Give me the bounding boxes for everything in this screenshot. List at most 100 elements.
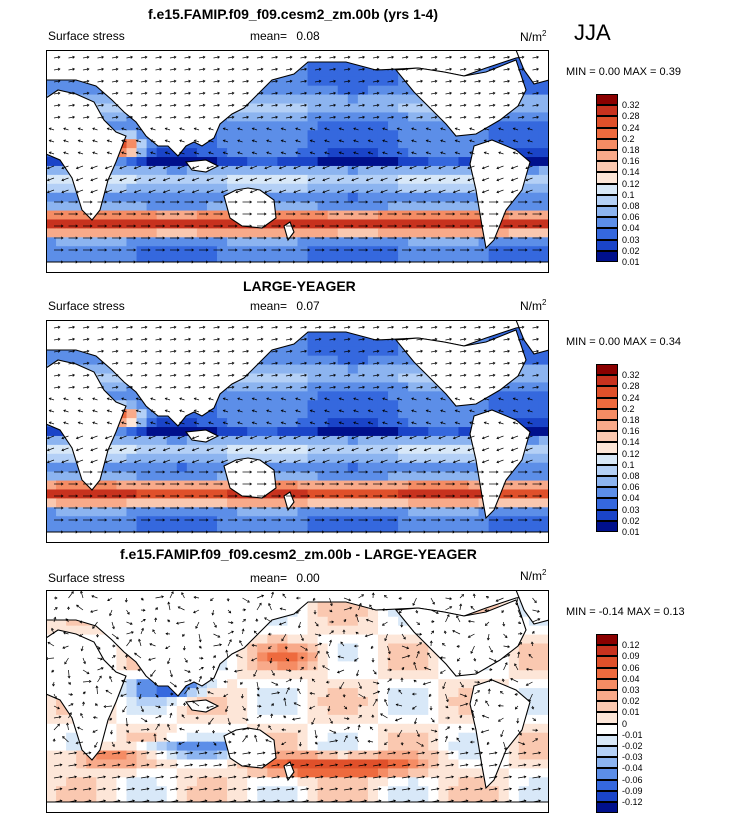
field-cell [398, 139, 409, 149]
wind-arrowhead [176, 494, 180, 498]
wind-vector [372, 80, 379, 83]
field-cell [257, 228, 268, 238]
wind-arrowhead [63, 397, 67, 401]
field-cell [377, 391, 389, 401]
wind-arrowhead [454, 151, 458, 155]
field-cell [388, 183, 399, 194]
wind-arrowhead [324, 421, 328, 425]
field-cell [277, 112, 289, 122]
wind-arrowhead [304, 67, 308, 71]
wind-arrowhead [75, 470, 79, 474]
wind-vector [134, 189, 142, 193]
wind-vector [339, 421, 345, 425]
field-cell [267, 94, 278, 105]
wind-vector [532, 116, 539, 119]
wind-arrowhead [293, 166, 297, 170]
field-cell [357, 183, 369, 194]
wind-arrowhead [396, 127, 400, 131]
wind-arrowhead [260, 349, 264, 353]
field-cell [357, 192, 369, 203]
wind-arrowhead [492, 373, 496, 377]
wind-arrowhead [405, 385, 409, 389]
field-cell [307, 94, 319, 105]
field-cell [438, 148, 449, 158]
wind-arrowhead [380, 436, 384, 440]
field-cell [307, 498, 319, 508]
wind-arrowhead [86, 55, 90, 59]
field-cell [307, 246, 319, 256]
wind-arrowhead [77, 139, 81, 143]
wind-arrowhead [118, 236, 122, 240]
wind-vector [63, 127, 69, 131]
wind-vector [63, 421, 69, 425]
wind-vector [351, 177, 359, 181]
wind-arrowhead [292, 212, 296, 216]
field-cell [136, 219, 148, 229]
wind-arrowhead [350, 236, 354, 240]
field-cell [418, 525, 429, 535]
wind-arrowhead [309, 421, 313, 425]
wind-vector [498, 139, 504, 143]
wind-arrowhead [133, 482, 137, 486]
field-cell [518, 76, 530, 87]
field-cell [438, 174, 449, 185]
field-cell [418, 210, 429, 221]
wind-arrowhead [119, 460, 123, 464]
field-cell [66, 462, 77, 473]
wind-arrowhead [57, 349, 61, 353]
wind-arrowhead [463, 385, 467, 389]
wind-arrowhead [249, 494, 253, 498]
field-cell [166, 498, 178, 508]
wind-vector [121, 421, 127, 425]
field-cell [196, 246, 208, 256]
field-cell [206, 498, 218, 508]
field-cell [46, 444, 57, 455]
field-cell [206, 165, 218, 176]
wind-arrowhead [382, 409, 386, 413]
field-cell [528, 418, 540, 428]
wind-arrowhead [492, 337, 496, 341]
wind-vector [517, 374, 524, 377]
wind-arrowhead [150, 151, 154, 155]
field-cell [116, 157, 128, 167]
field-cell [538, 174, 549, 185]
wind-vector [329, 56, 336, 59]
wind-arrowhead [440, 409, 444, 413]
wind-vector [511, 177, 519, 181]
wind-vector [337, 435, 345, 439]
field-cell [428, 139, 439, 149]
field-cell [146, 489, 158, 499]
wind-vector [279, 459, 287, 463]
wind-arrowhead [510, 436, 514, 440]
wind-arrowhead [89, 236, 93, 240]
field-cell [136, 255, 148, 265]
wind-vector [47, 447, 55, 451]
wind-vector [532, 386, 539, 389]
wind-arrowhead [222, 409, 226, 413]
wind-arrowhead [176, 200, 180, 204]
wind-vector [279, 177, 287, 181]
field-cell [458, 498, 470, 508]
wind-vector [416, 326, 423, 329]
wind-arrowhead [498, 127, 502, 131]
wind-arrowhead [365, 190, 369, 194]
field-cell [317, 364, 329, 375]
field-cell [146, 507, 158, 517]
wind-arrowhead [220, 212, 224, 216]
field-cell [76, 237, 87, 247]
field-cell [46, 346, 57, 357]
field-cell [206, 462, 218, 473]
wind-vector [184, 338, 191, 341]
field-cell [337, 498, 349, 508]
field-cell [367, 391, 379, 401]
wind-arrowhead [469, 409, 473, 413]
wind-vector [484, 139, 490, 143]
wind-arrowhead [133, 518, 137, 522]
wind-vector [339, 139, 345, 143]
wind-arrowhead [206, 436, 210, 440]
field-cell [518, 237, 530, 247]
wind-arrowhead [162, 436, 166, 440]
wind-vector [111, 362, 118, 365]
wind-vector [525, 189, 533, 193]
wind-arrowhead [379, 212, 383, 216]
